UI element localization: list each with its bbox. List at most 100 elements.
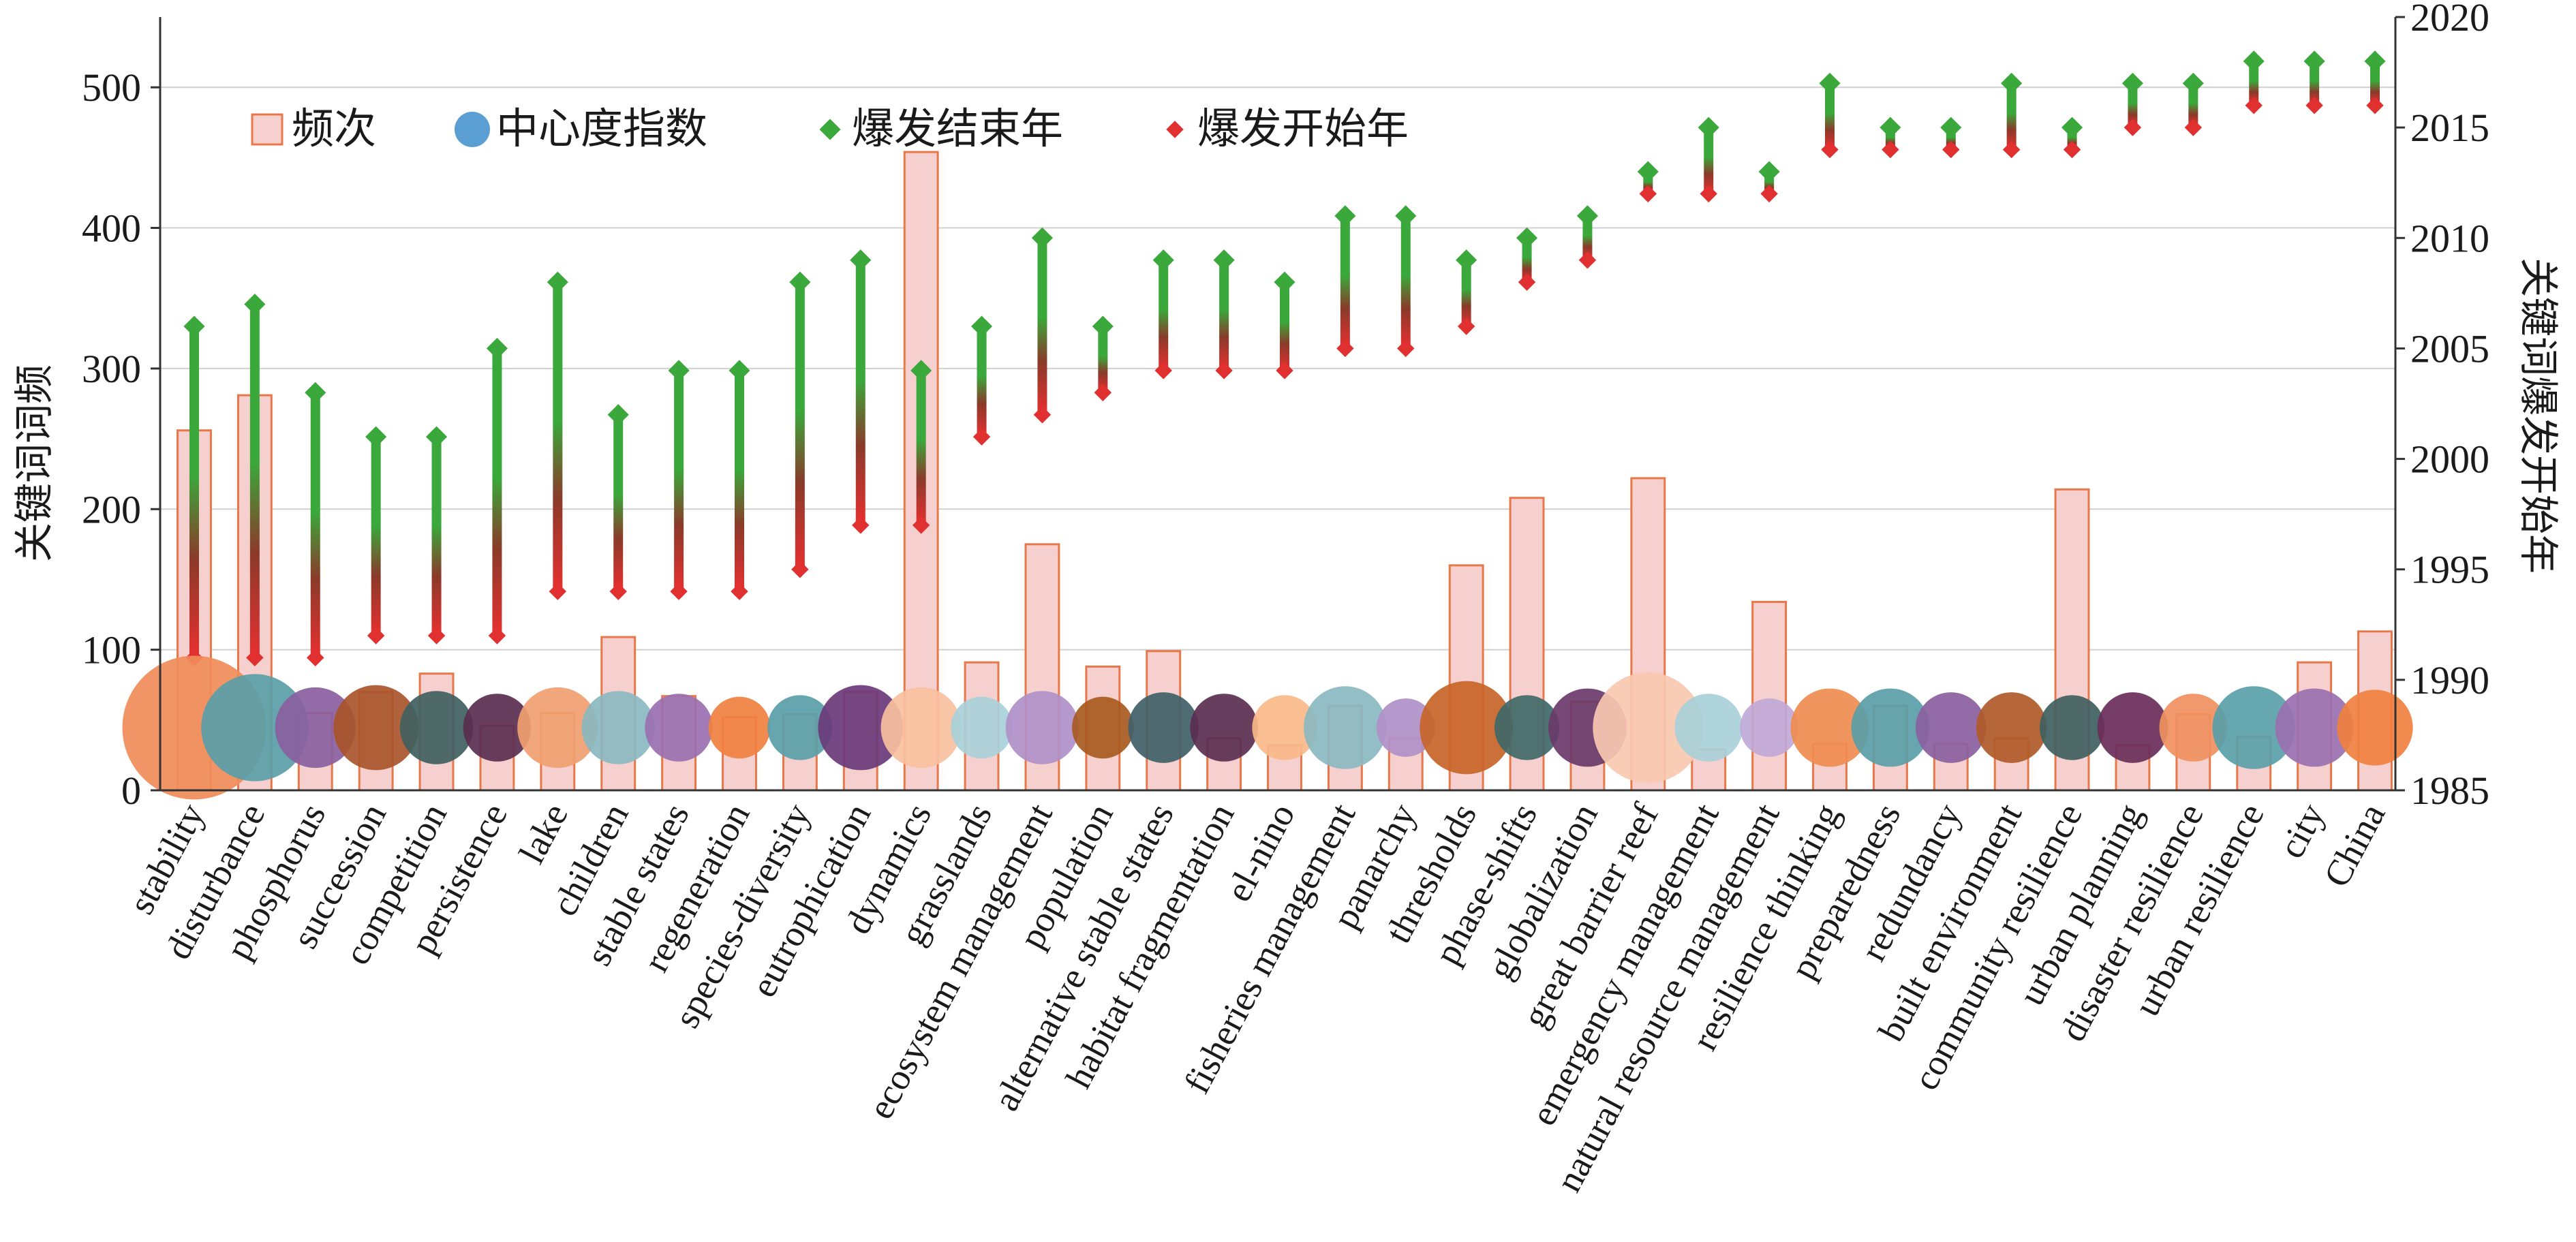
centrality-bubble [275, 687, 356, 769]
burst-segment [492, 348, 502, 636]
burst-end-marker [1576, 205, 1599, 227]
burst-start-marker [1639, 185, 1657, 203]
right-tick-label: 2015 [2410, 106, 2489, 150]
burst-end-marker [2001, 72, 2023, 94]
burst-end-marker [1213, 249, 1235, 271]
burst-segment [1159, 260, 1169, 371]
centrality-bubble [2337, 689, 2413, 766]
tick-labels: 0 100 200 300 400 500 1985 1990 1995 2000 2005 2010… [82, 0, 2489, 813]
burst-start-marker [549, 583, 567, 600]
burst-segment [2006, 83, 2017, 150]
centrality-bubble [1128, 692, 1199, 763]
centrality-bubble [1304, 686, 1387, 769]
legend-swatch-burst-start [1166, 121, 1184, 138]
burst-end-marker [2121, 72, 2144, 94]
burst-segment [249, 304, 260, 658]
burst-segment [431, 437, 442, 636]
burst-segment [1582, 215, 1593, 260]
burst-end-marker [305, 382, 326, 403]
burst-end-marker [2303, 50, 2325, 72]
centrality-bubble [1593, 672, 1704, 783]
right-tick-label: 2000 [2410, 437, 2489, 482]
burst-segment [1098, 326, 1108, 393]
burst-start-marker [2184, 119, 2203, 136]
burst-start-marker [852, 516, 870, 534]
burst-segment [977, 326, 987, 437]
burst-start-marker [1154, 362, 1172, 379]
legend-label-burst-start: 爆发开始年 [1197, 104, 1409, 153]
burst-segment [310, 392, 320, 658]
burst-end-marker [183, 315, 205, 337]
centrality-bubble [1252, 695, 1317, 760]
burst-start-marker [972, 428, 991, 446]
right-tick-label: 2005 [2410, 326, 2489, 371]
burst-start-marker [2063, 140, 2081, 159]
category-label: lake [511, 796, 576, 870]
burst-segment [2310, 61, 2320, 106]
centrality-bubbles [122, 655, 2413, 800]
burst-segment [1037, 238, 1047, 415]
burst-end-marker [1274, 271, 1295, 293]
burst-segments [183, 50, 2386, 667]
burst-end-marker [486, 337, 508, 359]
burst-end-marker [1031, 227, 1054, 249]
burst-end-marker [1516, 227, 1538, 249]
centrality-bubble [1494, 695, 1560, 760]
burst-end-marker [1698, 117, 1719, 138]
centrality-bubble [201, 674, 309, 781]
burst-end-marker [850, 249, 872, 271]
gridlines [160, 87, 2395, 651]
centrality-bubble [463, 694, 532, 762]
right-tick-label: 2010 [2410, 216, 2489, 260]
burst-segment [1522, 238, 1532, 283]
burst-end-marker [2364, 50, 2386, 72]
legend-swatch-freq [251, 113, 283, 146]
burst-start-marker [2366, 96, 2384, 114]
centrality-bubble [645, 694, 713, 762]
burst-end-marker [1637, 161, 1659, 183]
centrality-bubble [951, 696, 1013, 759]
burst-end-marker [1880, 117, 1901, 138]
burst-segment [189, 326, 199, 658]
burst-start-marker [1700, 185, 1717, 203]
burst-start-marker [731, 583, 748, 600]
burst-end-marker [607, 404, 629, 426]
burst-end-marker [244, 294, 266, 315]
right-axis-title: 关键词爆发开始年 [2515, 258, 2562, 574]
legend-label-centrality: 中心度指数 [496, 104, 707, 153]
burst-start-marker [1821, 140, 1839, 159]
burst-end-marker [547, 271, 568, 293]
centrality-bubble [2275, 688, 2354, 767]
burst-start-marker [1094, 384, 1112, 402]
burst-end-marker [1758, 161, 1780, 183]
burst-start-marker [2002, 140, 2021, 159]
centrality-bubble [767, 695, 833, 760]
legend-label-burst-end: 爆发结束年 [852, 104, 1063, 153]
burst-segment [1704, 127, 1714, 194]
burst-start-marker [1457, 317, 1475, 335]
burst-segment [795, 282, 805, 570]
centrality-bubble [1915, 692, 1987, 763]
legend-swatch-centrality [455, 112, 490, 147]
burst-end-marker [2182, 72, 2204, 94]
left-axis-title: 关键词词频 [11, 364, 57, 562]
burst-start-marker [1518, 273, 1536, 291]
burst-start-marker [1882, 140, 1899, 159]
burst-segment [371, 437, 381, 636]
left-tick-label: 0 [121, 769, 141, 813]
burst-start-marker [307, 649, 324, 667]
burst-start-marker [367, 627, 385, 645]
burst-start-marker [1578, 251, 1597, 269]
burst-end-marker [2243, 50, 2265, 72]
burst-start-marker [609, 583, 627, 600]
centrality-bubble [1851, 688, 1930, 767]
legend: 频次 中心度指数 爆发结束年 爆发开始年 [251, 104, 1409, 153]
burst-segment [1400, 215, 1411, 349]
centrality-bubble [818, 685, 904, 771]
burst-start-marker [1215, 362, 1233, 379]
burst-segment [2370, 61, 2380, 106]
burst-segment [1825, 83, 1835, 150]
legend-swatch-burst-end [819, 119, 841, 140]
burst-start-marker [488, 627, 506, 645]
